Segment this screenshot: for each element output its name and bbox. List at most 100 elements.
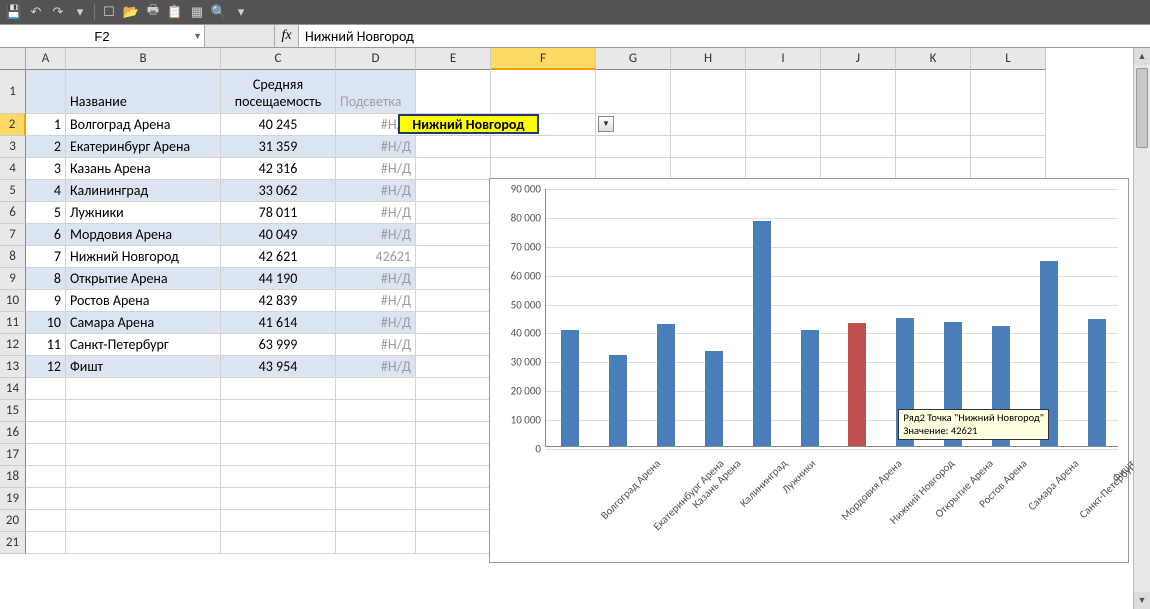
cell[interactable] xyxy=(221,510,336,532)
table-cell-value[interactable]: 42 621 xyxy=(221,246,336,268)
cell[interactable] xyxy=(971,158,1046,180)
cell[interactable] xyxy=(66,422,221,444)
chevron-down-icon[interactable]: ▼ xyxy=(193,31,202,41)
table-cell-index[interactable]: 12 xyxy=(26,356,66,378)
table-cell-name[interactable]: Калининград xyxy=(66,180,221,202)
row-header-14[interactable]: 14 xyxy=(0,378,26,400)
cell[interactable] xyxy=(596,158,671,180)
table-cell-index[interactable]: 10 xyxy=(26,312,66,334)
scroll-thumb[interactable] xyxy=(1136,68,1148,148)
new-icon[interactable]: ☐ xyxy=(99,2,119,22)
cell[interactable] xyxy=(671,158,746,180)
table-cell-index[interactable]: 6 xyxy=(26,224,66,246)
table-cell-index[interactable]: 8 xyxy=(26,268,66,290)
row-header-15[interactable]: 15 xyxy=(0,400,26,422)
cell[interactable] xyxy=(416,268,491,290)
cell[interactable] xyxy=(416,356,491,378)
cell[interactable] xyxy=(416,488,491,510)
chevron-down-icon[interactable]: ▾ xyxy=(231,2,251,22)
table-cell-value[interactable]: 33 062 xyxy=(221,180,336,202)
cell[interactable] xyxy=(26,422,66,444)
fx-icon[interactable]: fx xyxy=(275,25,299,47)
row-header-18[interactable]: 18 xyxy=(0,466,26,488)
table-header-name[interactable]: Название xyxy=(66,70,221,114)
cell[interactable] xyxy=(26,444,66,466)
cell[interactable] xyxy=(896,136,971,158)
column-header-J[interactable]: J xyxy=(821,48,896,70)
preview-icon[interactable]: 🔍 xyxy=(209,2,229,22)
cell[interactable] xyxy=(66,510,221,532)
row-header-20[interactable]: 20 xyxy=(0,510,26,532)
cell[interactable] xyxy=(821,114,896,136)
cell[interactable] xyxy=(66,532,221,554)
cell[interactable] xyxy=(671,114,746,136)
cell[interactable] xyxy=(416,246,491,268)
save-icon[interactable]: 💾 xyxy=(4,2,24,22)
open-icon[interactable]: 📂 xyxy=(121,2,141,22)
cell[interactable] xyxy=(26,378,66,400)
row-header-21[interactable]: 21 xyxy=(0,532,26,554)
table-icon[interactable]: ▦ xyxy=(187,2,207,22)
cell[interactable] xyxy=(821,136,896,158)
formula-input[interactable] xyxy=(299,25,1150,47)
table-cell-highlight[interactable]: #Н/Д xyxy=(336,356,416,378)
cell[interactable] xyxy=(416,180,491,202)
cell[interactable] xyxy=(671,70,746,114)
row-header-9[interactable]: 9 xyxy=(0,268,26,290)
cell[interactable] xyxy=(221,532,336,554)
table-cell-value[interactable]: 42 839 xyxy=(221,290,336,312)
cell[interactable] xyxy=(596,70,671,114)
chart-bar[interactable] xyxy=(561,330,579,446)
row-header-5[interactable]: 5 xyxy=(0,180,26,202)
table-cell-value[interactable]: 42 316 xyxy=(221,158,336,180)
table-cell-name[interactable]: Фишт xyxy=(66,356,221,378)
cell[interactable] xyxy=(26,466,66,488)
table-cell-highlight[interactable]: #Н/Д xyxy=(336,202,416,224)
row-header-8[interactable]: 8 xyxy=(0,246,26,268)
select-all-corner[interactable] xyxy=(0,48,26,70)
cell[interactable] xyxy=(416,444,491,466)
paste-icon[interactable]: 📋 xyxy=(165,2,185,22)
table-cell-highlight[interactable]: #Н/Д xyxy=(336,334,416,356)
selected-cell-dropdown[interactable]: Нижний Новгород xyxy=(398,114,539,134)
chart-bar[interactable] xyxy=(753,221,771,446)
cell[interactable] xyxy=(66,488,221,510)
table-cell-name[interactable]: Самара Арена xyxy=(66,312,221,334)
cell[interactable] xyxy=(971,136,1046,158)
row-header-4[interactable]: 4 xyxy=(0,158,26,180)
cell[interactable] xyxy=(336,444,416,466)
column-header-A[interactable]: A xyxy=(26,48,66,70)
name-box[interactable]: F2 ▼ xyxy=(0,25,205,47)
table-cell-name[interactable]: Лужники xyxy=(66,202,221,224)
cell[interactable] xyxy=(336,466,416,488)
scroll-down-icon[interactable]: ▼ xyxy=(1134,592,1150,609)
table-cell-value[interactable]: 31 359 xyxy=(221,136,336,158)
cell[interactable] xyxy=(26,400,66,422)
cell[interactable] xyxy=(416,290,491,312)
cell[interactable] xyxy=(221,378,336,400)
table-cell-name[interactable]: Казань Арена xyxy=(66,158,221,180)
cell[interactable] xyxy=(416,378,491,400)
table-cell-value[interactable]: 40 049 xyxy=(221,224,336,246)
table-cell-index[interactable]: 4 xyxy=(26,180,66,202)
cell[interactable] xyxy=(416,466,491,488)
table-cell-index[interactable]: 3 xyxy=(26,158,66,180)
cell[interactable] xyxy=(221,422,336,444)
table-cell-name[interactable]: Санкт-Петербург xyxy=(66,334,221,356)
cell[interactable] xyxy=(416,532,491,554)
cell[interactable] xyxy=(896,114,971,136)
dropdown-arrow-icon[interactable]: ▼ xyxy=(598,116,614,132)
table-cell-highlight[interactable]: 42621 xyxy=(336,246,416,268)
row-header-10[interactable]: 10 xyxy=(0,290,26,312)
column-header-K[interactable]: K xyxy=(896,48,971,70)
cell[interactable] xyxy=(416,312,491,334)
chart-bar[interactable] xyxy=(609,355,627,446)
table-cell-highlight[interactable]: #Н/Д xyxy=(336,224,416,246)
cell[interactable] xyxy=(416,510,491,532)
cell[interactable] xyxy=(491,158,596,180)
row-header-19[interactable]: 19 xyxy=(0,488,26,510)
table-cell-name[interactable]: Екатеринбург Арена xyxy=(66,136,221,158)
column-header-E[interactable]: E xyxy=(416,48,491,70)
table-cell-highlight[interactable]: #Н/Д xyxy=(336,290,416,312)
column-header-C[interactable]: C xyxy=(221,48,336,70)
